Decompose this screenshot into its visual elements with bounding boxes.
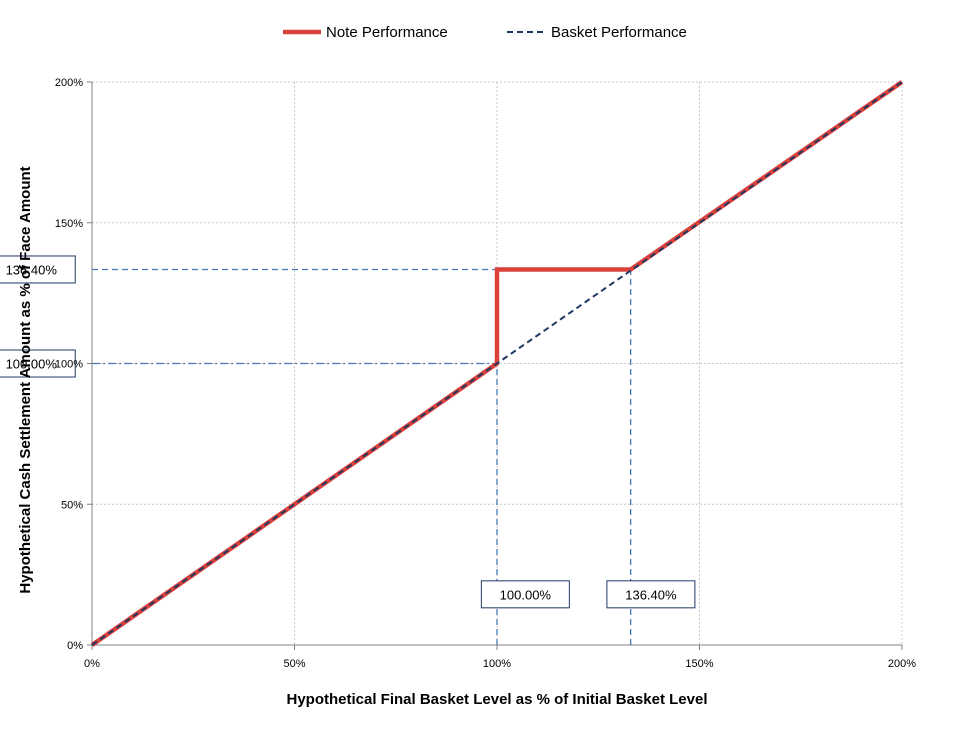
legend-label-0: Note Performance [326,24,448,41]
y-tick-label-2: 100% [55,359,83,371]
y-tick-label-1: 50% [61,499,83,511]
y-tick-label-3: 150% [55,218,83,230]
y-tick-label-4: 200% [55,77,83,89]
series-line-0 [90,80,904,647]
series-line-1 [91,81,903,646]
annotation-y-100: 100.00% [0,349,76,378]
tick-labels: 0% 50% 100% 150% 200% 0% 50% 100% 150% 200% [55,77,916,670]
annotation-y-136: 136.40% [0,255,76,284]
x-axis-title: Hypothetical Final Basket Level as % of … [287,691,708,708]
annotation-label-1: 100.00% [6,357,58,372]
annotation-box-3 [606,580,696,609]
x-tick-label-2: 100% [483,658,511,670]
annotation-x-100: 100.00% [480,580,570,609]
annotation-box-1 [0,349,76,378]
x-tick-label-4: 200% [888,658,916,670]
annotation-box-2 [480,580,570,609]
annotation-box-0 [0,255,76,284]
legend-label-1: Basket Performance [551,24,687,41]
annotation-x-136: 136.40% [606,580,696,609]
annotation-label-0: 136.40% [6,262,58,277]
x-tick-label-1: 50% [283,658,305,670]
annotations: 136.40% 100.00% 100.00% 136.40% [0,255,696,609]
x-tick-label-3: 150% [685,658,713,670]
series-lines [90,80,904,647]
legend: Note Performance Basket Performance [283,24,687,41]
x-tick-label-0: 0% [84,658,100,670]
annotation-label-2: 100.00% [500,587,552,602]
y-tick-label-0: 0% [67,640,83,652]
y-axis-title: Hypothetical Cash Settlement Amount as %… [17,166,34,593]
annotation-label-3: 136.40% [625,587,677,602]
